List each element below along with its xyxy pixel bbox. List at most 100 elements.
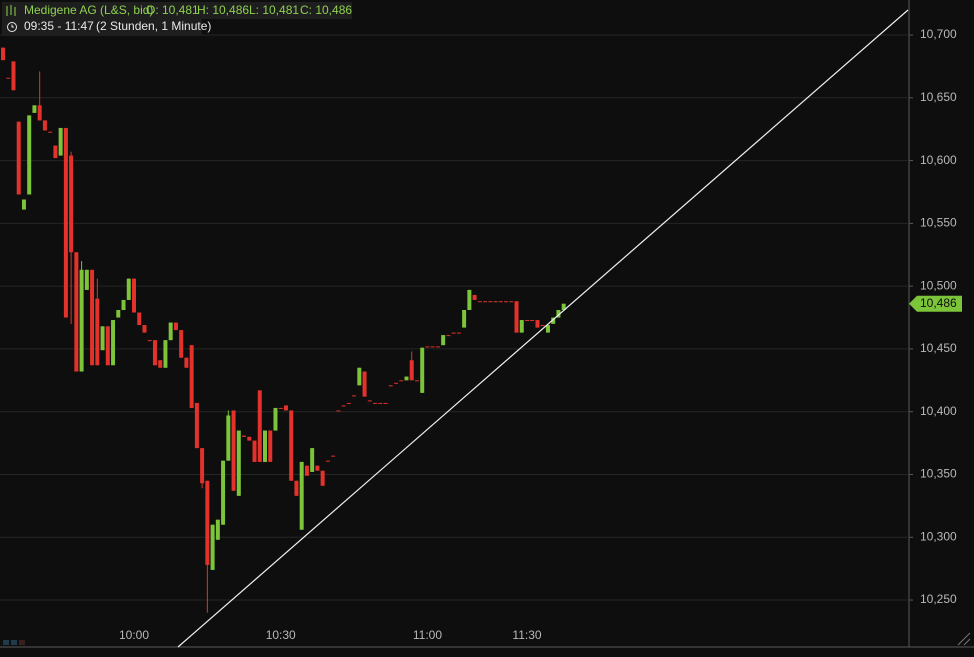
ohlc-open: O: 10,481 — [146, 3, 199, 17]
candle-body — [268, 430, 273, 462]
candle-body — [90, 269, 95, 366]
candle-body — [74, 252, 79, 372]
ohlc-low: L: 10,481 — [249, 3, 299, 17]
candle-body — [142, 325, 147, 333]
candle-body — [310, 448, 315, 472]
candle-body — [519, 320, 524, 333]
candle-body — [163, 340, 168, 368]
candle-body — [525, 320, 529, 322]
candle-body — [252, 440, 257, 462]
candle-body — [378, 402, 383, 404]
candle-body — [362, 371, 367, 397]
last-price-tag — [909, 295, 962, 312]
y-tick-label: 10,450 — [920, 341, 957, 355]
candle-body — [100, 326, 105, 351]
candle-body — [425, 346, 430, 348]
candle-body — [200, 448, 205, 484]
candle-body — [498, 301, 503, 303]
clock-icon — [11, 24, 14, 28]
candles — [1, 47, 566, 613]
candle-body — [299, 461, 304, 530]
candle-body — [336, 410, 341, 412]
y-tick-label: 10,600 — [920, 153, 957, 167]
candle-body — [58, 127, 63, 156]
candle-body — [315, 465, 320, 471]
candle-body — [535, 320, 540, 328]
candle-body — [221, 460, 226, 525]
candle-body — [179, 330, 184, 358]
candle-body — [331, 455, 336, 457]
y-tick-label: 10,400 — [920, 404, 957, 418]
candle-body — [158, 360, 163, 368]
candle-body — [116, 310, 121, 318]
candle-body — [509, 301, 514, 303]
candle-body — [53, 145, 58, 159]
period: (2 Stunden, 1 Minute) — [96, 19, 211, 33]
candle-body — [168, 322, 173, 341]
candle-body — [69, 155, 74, 253]
candle-body — [404, 376, 409, 381]
candle-body — [247, 436, 252, 441]
x-tick-label: 10:30 — [266, 628, 296, 642]
candle-body — [545, 325, 550, 333]
scroll-indicator[interactable] — [3, 640, 25, 645]
candle-body — [467, 289, 472, 311]
candle-body — [205, 480, 210, 565]
candle-body — [414, 380, 419, 382]
candle-body — [441, 335, 446, 346]
candle-body — [394, 382, 398, 384]
candle-body — [352, 395, 357, 397]
candle-body — [556, 310, 561, 318]
resize-grip[interactable] — [957, 632, 971, 646]
candle-body — [210, 524, 215, 570]
candle-body — [189, 345, 194, 408]
x-tick-label: 10:00 — [119, 628, 149, 642]
candle-body — [27, 115, 32, 195]
candle-body — [257, 390, 262, 462]
candle-body — [137, 312, 142, 326]
candle-body — [111, 320, 116, 366]
candle-body — [37, 105, 42, 121]
y-tick-label: 10,250 — [920, 592, 957, 606]
candle-body — [446, 335, 451, 337]
candle-body — [79, 269, 84, 372]
ohlc-high: H: 10,486 — [197, 3, 249, 17]
last-price-label: 10,486 — [920, 296, 957, 310]
instrument-icon — [6, 5, 16, 16]
candle-body — [399, 380, 404, 382]
candle-body — [48, 131, 53, 133]
y-tick-label: 10,700 — [920, 27, 957, 41]
candle-body — [95, 298, 100, 366]
candle-body — [483, 301, 488, 303]
candle-body — [184, 357, 189, 368]
ohlc-close: C: 10,486 — [300, 3, 352, 17]
candle-body — [84, 269, 89, 290]
y-tick-label: 10,350 — [920, 467, 957, 481]
y-tick-label: 10,550 — [920, 216, 957, 230]
candle-body — [215, 519, 220, 540]
candle-body — [493, 301, 498, 303]
candle-body — [231, 410, 236, 491]
candle-body — [530, 320, 535, 322]
y-tick-label: 10,500 — [920, 278, 957, 292]
clock-icon — [7, 22, 17, 32]
candle-body — [325, 460, 330, 462]
candle-body — [504, 301, 509, 303]
candle-body — [283, 405, 288, 411]
candle-body — [357, 367, 362, 386]
candle-body — [456, 332, 461, 334]
candle-body — [341, 405, 346, 407]
candle-body — [147, 340, 152, 342]
candle-body — [226, 415, 231, 461]
candle-body — [173, 322, 178, 331]
y-tick-label: 10,300 — [920, 529, 957, 543]
candle-body — [263, 430, 267, 462]
x-tick-label: 11:30 — [512, 628, 541, 642]
candle-body — [273, 407, 278, 431]
candle-body — [472, 294, 477, 300]
candle-body — [373, 402, 378, 404]
candle-body — [561, 303, 566, 311]
